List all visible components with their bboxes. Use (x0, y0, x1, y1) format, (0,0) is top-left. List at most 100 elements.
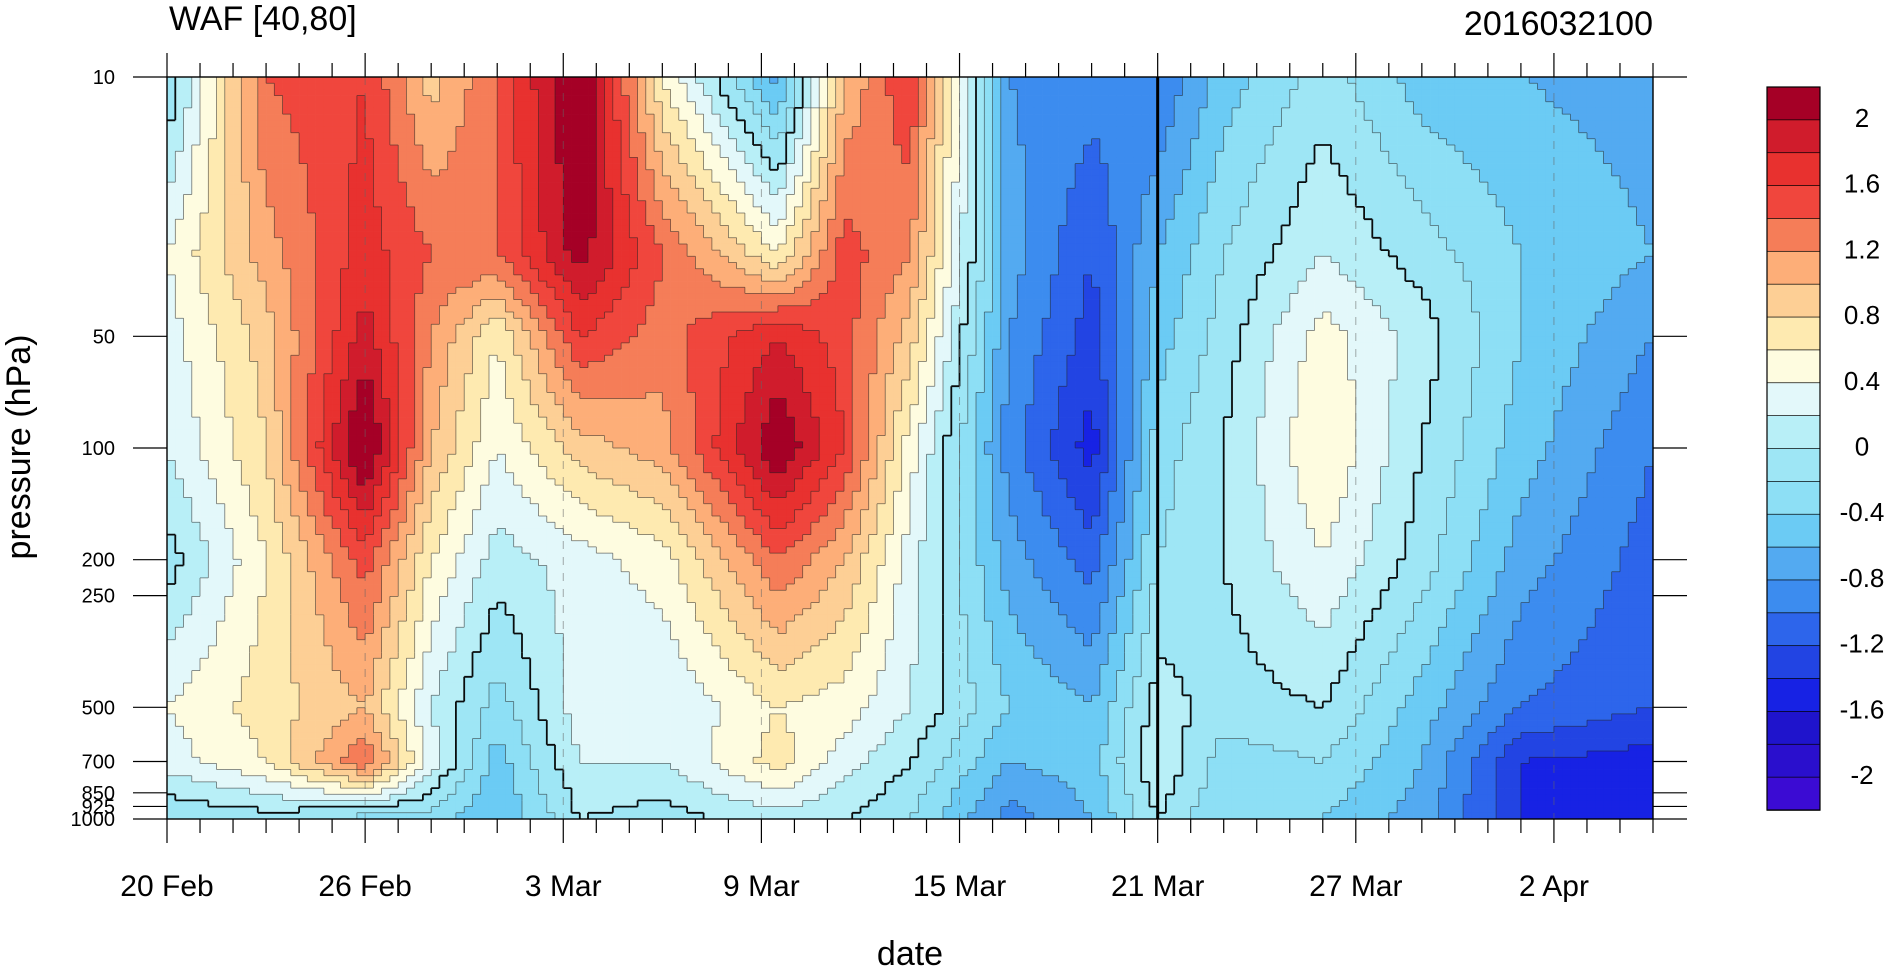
field-cell (1289, 132, 1299, 140)
field-cell (1231, 77, 1241, 84)
field-cell (645, 89, 655, 96)
field-cell (455, 194, 465, 202)
field-cell (1174, 163, 1183, 171)
field-cell (637, 157, 647, 164)
field-cell (827, 231, 837, 239)
field-cell (629, 237, 638, 245)
field-cell (1099, 175, 1109, 183)
field-cell (910, 219, 919, 226)
field-cell (1644, 145, 1653, 152)
field-cell (1619, 101, 1629, 109)
field-cell (1347, 200, 1357, 208)
field-cell (1025, 175, 1035, 183)
field-cell (687, 77, 696, 84)
field-cell (200, 83, 209, 90)
field-cell (1537, 225, 1547, 232)
field-cell (893, 120, 903, 127)
field-cell (761, 89, 771, 96)
field-cell (728, 182, 737, 189)
field-cell (579, 188, 589, 195)
field-cell (728, 169, 737, 177)
field-cell (1355, 114, 1365, 121)
field-cell (744, 151, 754, 158)
field-cell (224, 175, 234, 183)
field-cell (1496, 194, 1505, 202)
field-cell (885, 107, 894, 115)
field-cell (645, 194, 655, 202)
field-cell (1298, 157, 1307, 164)
field-cell (1355, 95, 1365, 103)
field-cell (711, 157, 721, 164)
field-cell (315, 151, 325, 158)
field-cell (233, 151, 242, 158)
field-cell (934, 138, 944, 146)
field-cell (1314, 132, 1324, 140)
field-cell (1042, 219, 1051, 226)
field-cell (200, 206, 209, 214)
field-cell (1165, 225, 1175, 232)
field-cell (175, 219, 184, 226)
field-cell (1050, 157, 1059, 164)
field-cell (356, 175, 366, 183)
field-cell (678, 77, 688, 84)
field-cell (1405, 132, 1414, 140)
field-cell (1595, 169, 1604, 177)
field-cell (918, 107, 927, 115)
field-cell (827, 83, 837, 90)
field-cell (414, 243, 424, 251)
field-cell (1430, 89, 1439, 96)
field-cell (249, 237, 259, 245)
field-cell (736, 95, 746, 103)
field-cell (687, 89, 696, 96)
field-cell (1083, 95, 1092, 103)
field-cell (1099, 114, 1109, 121)
field-cell (1520, 77, 1530, 84)
field-cell (670, 107, 680, 115)
field-cell (1207, 126, 1216, 133)
field-cell (1355, 175, 1365, 183)
field-cell (1479, 151, 1489, 158)
field-cell (1421, 231, 1431, 239)
field-cell (984, 163, 993, 171)
field-cell (1157, 225, 1167, 232)
field-cell (1504, 145, 1514, 152)
field-cell (406, 163, 416, 171)
field-cell (1586, 200, 1596, 208)
field-cell (604, 200, 614, 208)
field-cell (1619, 231, 1629, 239)
field-cell (1058, 231, 1068, 239)
field-cell (1174, 151, 1183, 158)
field-cell (497, 219, 506, 226)
field-cell (389, 206, 399, 214)
field-cell (1529, 101, 1538, 109)
field-cell (695, 120, 704, 127)
field-cell (678, 188, 688, 195)
field-cell (1083, 101, 1092, 109)
field-cell (373, 157, 382, 164)
field-cell (290, 188, 300, 195)
field-cell (389, 95, 399, 103)
field-cell (835, 157, 845, 164)
field-cell (736, 225, 746, 232)
field-cell (216, 188, 226, 195)
field-cell (332, 77, 341, 84)
field-cell (926, 120, 936, 127)
field-cell (1223, 114, 1233, 121)
field-cell (323, 169, 333, 177)
field-cell (241, 219, 250, 226)
field-cell (827, 219, 837, 226)
field-cell (1033, 107, 1043, 115)
field-cell (447, 120, 457, 127)
field-cell (530, 188, 539, 195)
field-cell (1628, 219, 1637, 226)
field-cell (1364, 219, 1373, 226)
field-cell (488, 95, 498, 103)
field-cell (1454, 151, 1464, 158)
field-cell (1264, 89, 1274, 96)
field-cell (1331, 107, 1340, 115)
field-cell (563, 243, 572, 251)
field-cell (1504, 206, 1514, 214)
field-cell (555, 145, 564, 152)
field-cell (761, 145, 771, 152)
field-cell (1042, 145, 1051, 152)
